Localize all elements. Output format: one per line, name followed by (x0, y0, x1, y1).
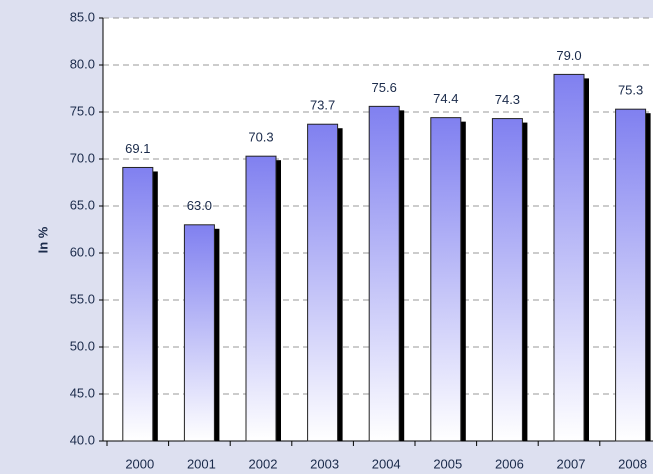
bar (245, 155, 277, 442)
y-tick-label: 60.0 (70, 244, 95, 259)
data-label: 73.7 (310, 98, 335, 113)
y-tick-label: 45.0 (70, 385, 95, 400)
bar (183, 224, 215, 442)
x-tick-label: 2003 (310, 456, 339, 471)
x-tick-label: 2008 (618, 456, 647, 471)
x-tick-label: 2001 (187, 456, 216, 471)
bar (553, 73, 585, 442)
bar (122, 166, 154, 442)
y-tick-label: 85.0 (70, 9, 95, 24)
data-label: 70.3 (248, 130, 273, 145)
data-label: 79.0 (556, 48, 581, 63)
y-tick-label: 50.0 (70, 338, 95, 353)
y-tick-label: 75.0 (70, 103, 95, 118)
x-tick-label: 2000 (125, 456, 154, 471)
bar (491, 118, 523, 442)
data-label: 74.4 (433, 91, 458, 106)
data-label: 75.6 (372, 80, 397, 95)
x-tick-label: 2005 (433, 456, 462, 471)
bar (615, 108, 647, 442)
y-tick-label: 80.0 (70, 56, 95, 71)
data-label: 63.0 (187, 198, 212, 213)
bar (430, 117, 462, 442)
y-tick-label: 70.0 (70, 150, 95, 165)
y-axis-label: In % (35, 226, 50, 253)
x-tick-label: 2007 (557, 456, 586, 471)
y-tick-label: 65.0 (70, 197, 95, 212)
data-label: 74.3 (495, 92, 520, 107)
data-label: 69.1 (125, 141, 150, 156)
x-tick-label: 2006 (495, 456, 524, 471)
bar (368, 105, 400, 442)
data-label: 75.3 (618, 83, 643, 98)
bar (307, 123, 339, 442)
y-tick-label: 55.0 (70, 291, 95, 306)
x-tick-label: 2004 (372, 456, 401, 471)
y-tick-label: 40.0 (70, 432, 95, 447)
x-tick-label: 2002 (249, 456, 278, 471)
